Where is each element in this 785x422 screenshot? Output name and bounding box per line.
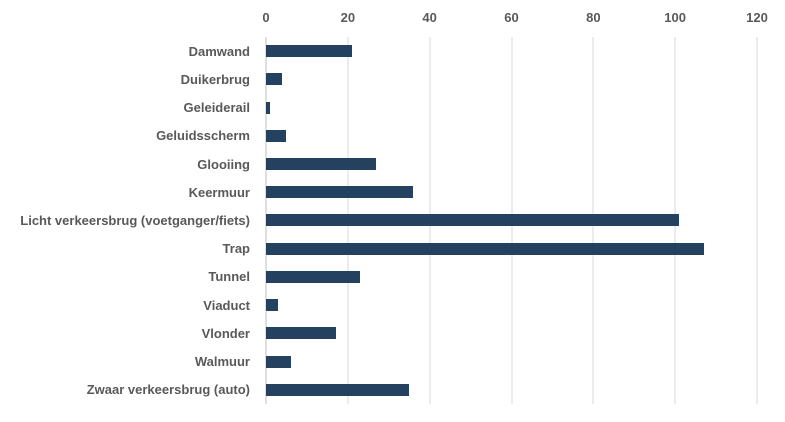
bar — [266, 45, 352, 58]
category-label: Vlonder — [201, 325, 250, 341]
x-tick-label: 80 — [586, 10, 601, 25]
bar — [266, 158, 377, 171]
bar-row: Keermuur — [189, 178, 757, 206]
bar-row: Licht verkeersbrug (voetganger/fiets) — [20, 206, 757, 234]
category-label: Tunnel — [208, 269, 250, 285]
bar — [266, 73, 283, 86]
bar — [266, 129, 287, 142]
gridline — [756, 37, 758, 404]
category-label: Geluidsscherm — [156, 128, 250, 144]
bar-row: Tunnel — [208, 263, 757, 291]
category-label: Zwaar verkeersbrug (auto) — [86, 382, 250, 398]
bar-row: Geleiderail — [184, 93, 757, 121]
category-label: Geleiderail — [183, 100, 250, 116]
bar — [266, 214, 680, 227]
category-label: Duikerbrug — [180, 71, 250, 87]
bar-row: Zwaar verkeersbrug (auto) — [87, 376, 757, 404]
x-tick-label: 40 — [422, 10, 437, 25]
x-tick-label: 20 — [340, 10, 356, 25]
bar — [266, 270, 361, 283]
category-label: Damwand — [188, 43, 250, 59]
bar — [266, 383, 410, 396]
bar — [266, 101, 271, 114]
bar — [266, 327, 336, 340]
bar-row: Damwand — [189, 37, 757, 65]
x-tick-label: 120 — [746, 10, 768, 25]
category-label: Trap — [222, 241, 250, 257]
category-label: Keermuur — [188, 184, 250, 200]
x-tick-label: 100 — [664, 10, 687, 25]
x-tick-label: 0 — [262, 10, 270, 25]
bar-row: Trap — [223, 235, 757, 263]
plot-area: 0 20 40 60 80 100 120 Damwand Duikerbrug Geleide… — [20, 10, 768, 404]
category-label: Glooiing — [197, 156, 250, 172]
x-axis-tick-labels: 0 20 40 60 80 100 120 — [262, 7, 767, 29]
bar-row: Duikerbrug — [181, 65, 757, 93]
category-label: Walmuur — [194, 354, 250, 370]
bar-row: Geluidsscherm — [156, 122, 757, 150]
bar — [266, 186, 414, 199]
bar-row: Walmuur — [195, 348, 757, 376]
bar-rows: Damwand Duikerbrug Geleiderail Geluidsscher… — [20, 37, 757, 404]
bar — [266, 242, 704, 255]
bar-row: Glooiing — [197, 150, 757, 178]
bar-row: Viaduct — [203, 291, 757, 319]
category-label: Viaduct — [203, 297, 250, 313]
x-tick-label: 60 — [504, 10, 519, 25]
bar — [266, 355, 291, 368]
category-label: Licht verkeersbrug (voetganger/fiets) — [20, 212, 250, 228]
bar — [266, 299, 279, 312]
bar-row: Vlonder — [202, 319, 757, 347]
